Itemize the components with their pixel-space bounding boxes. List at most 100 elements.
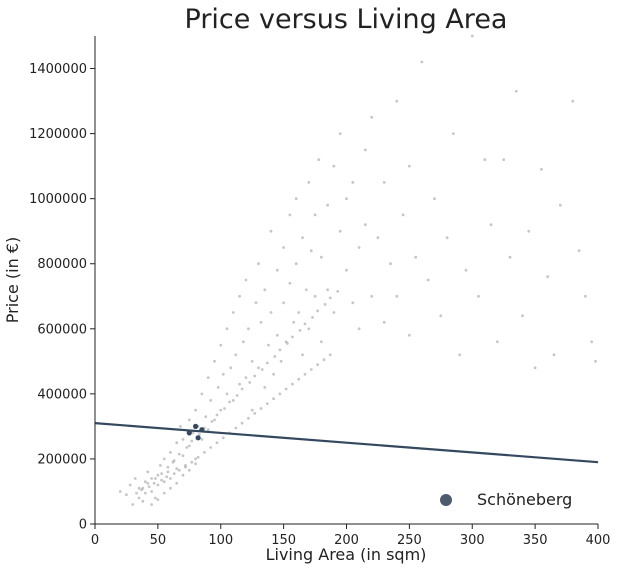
- scatter-point: [326, 203, 329, 207]
- scatter-point: [292, 320, 296, 324]
- scatter-point: [540, 168, 543, 171]
- scatter-point: [364, 223, 367, 227]
- scatter-point: [284, 340, 288, 344]
- scatter-point: [244, 278, 248, 282]
- scatter-point: [294, 197, 298, 201]
- scatter-point: [351, 301, 355, 305]
- scatter-point: [166, 465, 170, 469]
- scatter-point: [242, 340, 245, 344]
- scatter-point: [156, 498, 160, 501]
- scatter-point: [229, 366, 233, 370]
- scatter-point: [216, 386, 220, 389]
- scatter-point: [247, 416, 250, 420]
- scatter-point: [433, 197, 436, 201]
- scatter-point: [187, 444, 191, 448]
- scatter-point: [291, 335, 294, 339]
- scatter-point: [166, 470, 170, 474]
- scatter-point: [284, 387, 288, 391]
- scatter-point: [184, 464, 187, 467]
- scatter-point: [269, 229, 273, 233]
- scatter-point: [439, 314, 443, 318]
- highlight-points: [186, 423, 205, 441]
- y-axis-label: Price (in €): [3, 237, 22, 323]
- scatter-point: [185, 446, 189, 449]
- y-tick-label: 0: [79, 518, 87, 533]
- scatter-point: [345, 268, 348, 272]
- scatter-point: [244, 376, 248, 379]
- scatter-point: [297, 377, 301, 381]
- scatter-point: [594, 359, 597, 363]
- scatter-point: [291, 382, 294, 386]
- scatter-point: [238, 294, 242, 298]
- scatter-point: [577, 249, 581, 253]
- scatter-point: [154, 496, 157, 500]
- scatter-point: [514, 89, 518, 93]
- scatter-point: [483, 158, 487, 162]
- scatter-point: [159, 464, 162, 467]
- scatter-point: [263, 288, 267, 292]
- scatter-point: [263, 386, 267, 389]
- scatter-point: [143, 480, 147, 484]
- scatter-point: [175, 467, 179, 471]
- scatter-point: [150, 490, 154, 493]
- scatter-point: [141, 486, 145, 490]
- scatter-point: [445, 236, 449, 240]
- scatter-point: [401, 213, 405, 217]
- scatter-point: [162, 480, 166, 484]
- scatter-point: [370, 115, 374, 119]
- x-axis-ticks: 0 50 100 150 200 250 300 350 400: [91, 524, 610, 548]
- scatter-point: [248, 381, 252, 384]
- x-tick-label: 350: [523, 533, 548, 548]
- scatter-point: [311, 316, 314, 319]
- scatter-point: [253, 412, 257, 415]
- scatter-point: [135, 491, 138, 495]
- scatter-point: [309, 368, 313, 371]
- highlight-point: [195, 435, 201, 441]
- scatter-point: [301, 236, 304, 240]
- legend-label: Schöneberg: [477, 490, 572, 509]
- scatter-point: [275, 268, 279, 272]
- scatter-point: [146, 481, 150, 485]
- scatter-point: [156, 473, 160, 477]
- scatter-point: [332, 311, 336, 314]
- y-tick-label: 400000: [37, 387, 87, 402]
- scatter-point: [552, 353, 556, 357]
- scatter-point: [225, 392, 229, 396]
- scatter-point: [250, 408, 254, 412]
- scatter-point: [420, 60, 424, 64]
- scatter-point: [187, 418, 191, 422]
- y-tick-label: 800000: [37, 257, 87, 272]
- scatter-point: [198, 433, 201, 436]
- chart-title: Price versus Living Area: [185, 4, 508, 35]
- scatter-point: [303, 322, 307, 326]
- scatter-point: [219, 343, 223, 347]
- scatter-point: [338, 132, 342, 136]
- scatter-point: [546, 275, 550, 279]
- x-tick-label: 300: [460, 533, 485, 548]
- scatter-point: [272, 397, 275, 401]
- scatter-point: [228, 400, 232, 404]
- scatter-point: [527, 229, 531, 233]
- legend-marker: [440, 494, 452, 506]
- scatter-point: [275, 333, 279, 337]
- scatter-points: [118, 34, 597, 506]
- scatter-point: [477, 294, 480, 298]
- scatter-point: [160, 472, 164, 475]
- regression-line-layer: [94, 422, 599, 464]
- scatter-point: [286, 342, 289, 345]
- x-tick-label: 0: [91, 533, 99, 548]
- scatter-point: [336, 290, 340, 293]
- scatter-point: [187, 468, 191, 472]
- scatter-point: [240, 421, 244, 425]
- scatter-point: [584, 294, 587, 298]
- scatter-point: [389, 262, 392, 266]
- scatter-point: [458, 353, 462, 357]
- scatter-point: [131, 503, 135, 506]
- scatter-point: [165, 475, 169, 479]
- scatter-point: [181, 473, 185, 477]
- scatter-point: [278, 392, 282, 396]
- scatter-point: [521, 314, 524, 318]
- scatter-point: [147, 485, 151, 488]
- scatter-point: [181, 438, 185, 441]
